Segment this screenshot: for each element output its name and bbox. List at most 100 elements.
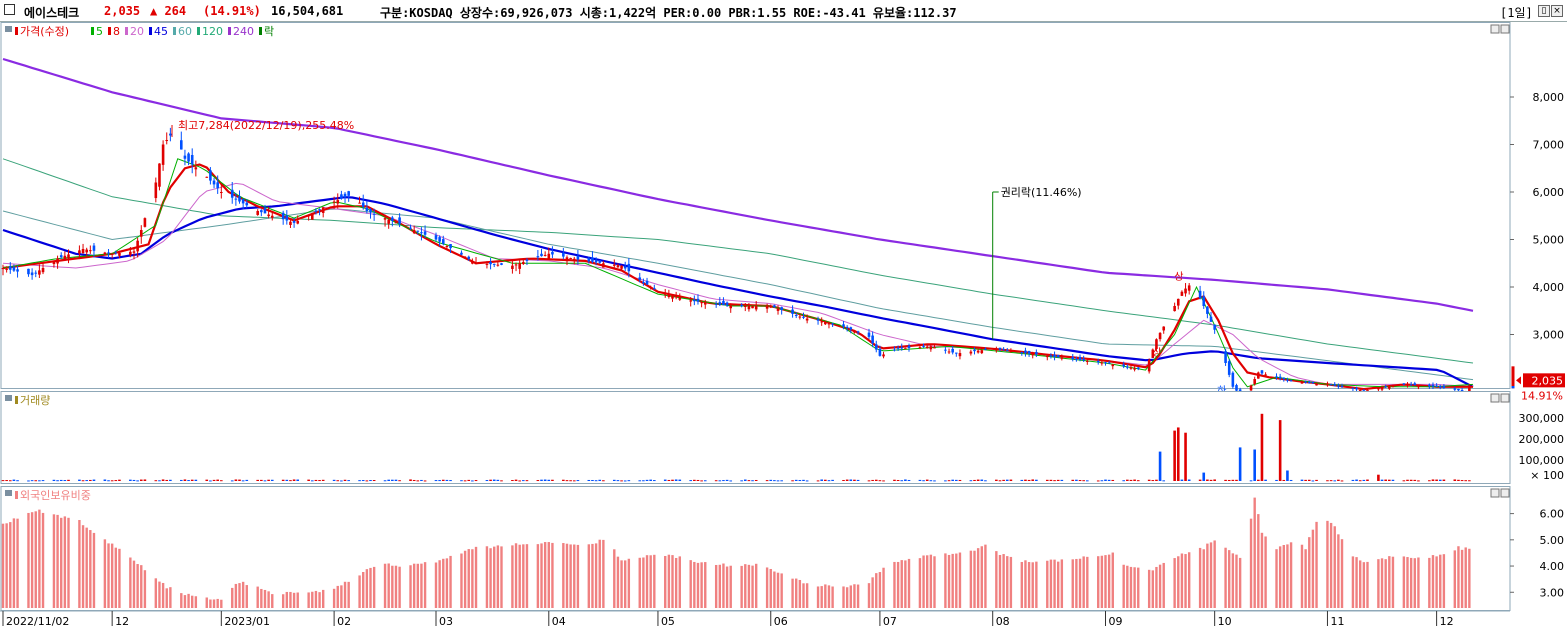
foreign-bar (56, 514, 59, 608)
current-price: 2,035 (104, 4, 141, 18)
foreign-bar (485, 546, 489, 608)
stock-name: 에이스테크 (24, 6, 80, 20)
foreign-bar (16, 518, 19, 608)
foreign-bar (1111, 552, 1114, 608)
candle-body (1104, 362, 1107, 364)
ma-60-line (2, 208, 1474, 381)
volume-bar (438, 480, 441, 482)
candle-body (747, 306, 751, 310)
volume-bar (824, 479, 827, 481)
candle-body (1126, 366, 1129, 368)
candle-body (893, 349, 896, 351)
candle-body (391, 217, 394, 221)
foreign-bar (241, 581, 245, 608)
candle-body (423, 231, 427, 235)
volume-bar (1377, 474, 1380, 481)
foreign-bar (340, 585, 343, 608)
candle-body (34, 272, 38, 274)
period-label[interactable]: [1일] (1500, 6, 1533, 20)
foreign-bar (922, 555, 925, 608)
candle-body (1438, 385, 1442, 388)
volume-bar (1213, 479, 1216, 481)
candle-body (1326, 384, 1329, 386)
volume-bar (1362, 479, 1366, 481)
candle-body (591, 257, 594, 262)
foreign-bar (92, 532, 96, 608)
restore-button[interactable]: ▯ (1538, 5, 1550, 17)
candle-body (132, 251, 136, 253)
foreign-y-tick-label: 5.00 (1540, 534, 1565, 547)
foreign-bar (576, 544, 580, 608)
checkbox[interactable] (4, 4, 15, 15)
volume-bar (1107, 479, 1111, 481)
foreign-bar (1056, 561, 1060, 608)
volume-bar (1442, 479, 1446, 481)
volume-bar (816, 480, 820, 482)
candle-body (489, 261, 492, 265)
volume-bar (336, 480, 340, 482)
candle-body (143, 218, 147, 227)
close-button[interactable]: × (1551, 5, 1563, 17)
volume-bar (1151, 480, 1155, 482)
candle-body (394, 222, 398, 224)
volume-bar (420, 479, 423, 481)
volume-bar (158, 480, 161, 482)
foreign-bar (1275, 549, 1278, 608)
candle-body (824, 322, 827, 325)
foreign-bar (245, 585, 248, 608)
candle-body (1158, 332, 1162, 340)
foreign-bar (1137, 567, 1140, 608)
foreign-bar (449, 555, 452, 608)
candle-body (30, 272, 34, 276)
candle-body (5, 268, 8, 270)
price-legend-swatch (125, 27, 128, 35)
price-legend-swatch (173, 27, 176, 35)
foreign-bar (543, 542, 547, 608)
foreign-bar (369, 567, 372, 608)
volume-bar (132, 479, 136, 481)
foreign-bar (1100, 555, 1104, 608)
candle-body (980, 350, 984, 354)
candle-body (929, 346, 933, 350)
foreign-bar (1457, 546, 1460, 608)
volume-bar (1388, 479, 1391, 481)
foreign-bar (1388, 556, 1391, 608)
foreign-bar (1264, 536, 1267, 608)
price-panel: 가격(수정) 5 8 20 45 60 120 240 락 8,000 7,000 6,000 5,00… (0, 22, 1565, 412)
candle-body (1024, 350, 1027, 354)
candle-body (602, 263, 605, 268)
candle-body (1060, 357, 1064, 359)
candle-body (1428, 384, 1431, 387)
foreign-bar (220, 599, 223, 608)
foreign-bar (1155, 566, 1158, 608)
foreign-bar (1020, 561, 1024, 608)
foreign-bar (307, 592, 310, 608)
candle-body (1071, 357, 1075, 360)
candle-body (398, 217, 401, 224)
price-legend-label: 240 (233, 25, 254, 38)
volume-bar (34, 480, 38, 482)
foreign-bar (358, 575, 361, 608)
candle-body (256, 211, 260, 215)
volume-bar (1457, 479, 1460, 481)
volume-bar (165, 479, 169, 481)
candle-body (714, 303, 718, 305)
candle-body (318, 209, 321, 211)
candle-body (805, 318, 809, 321)
volume-bar (572, 480, 576, 482)
foreign-bar (1413, 558, 1416, 608)
foreign-bar (489, 548, 492, 608)
foreign-bar (311, 591, 314, 608)
foreign-menu-icon (5, 490, 12, 496)
foreign-bar (442, 558, 445, 608)
rights-annotation: 권리락(11.46%) (1001, 186, 1082, 199)
candle-body (1468, 385, 1471, 392)
volume-bar (1104, 479, 1107, 481)
candle-body (511, 265, 514, 269)
foreign-bar (1359, 560, 1362, 608)
foreign-bar (547, 542, 550, 608)
candle-body (1431, 384, 1435, 387)
foreign-bar (1198, 547, 1202, 608)
foreign-bar (900, 560, 903, 608)
candle-body (1002, 349, 1005, 351)
